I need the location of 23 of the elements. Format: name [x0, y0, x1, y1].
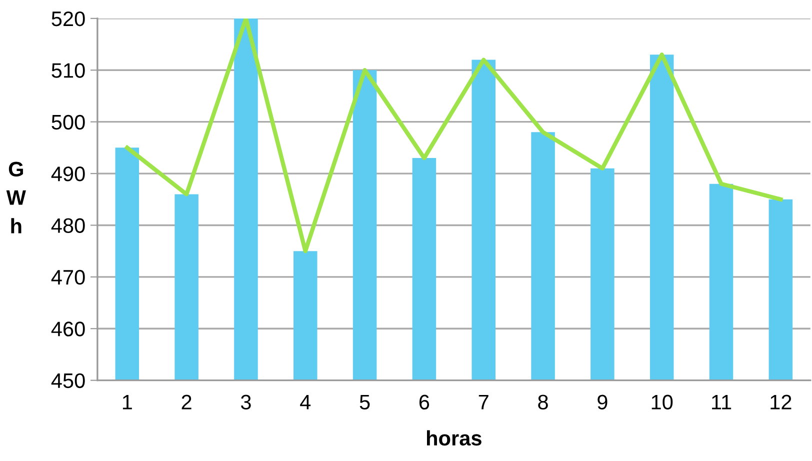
y-tick-label: 490 — [51, 166, 85, 182]
x-tick-label: 11 — [712, 394, 732, 410]
x-tick-label: 8 — [538, 394, 548, 410]
y-tick-label: 470 — [51, 270, 85, 285]
y-tick-label: 450 — [51, 373, 85, 388]
y-axis-title: GWh — [6, 162, 26, 234]
line-series — [125, 18, 783, 254]
x-tick-label: 10 — [652, 394, 673, 410]
x-tick-label: 9 — [598, 394, 608, 410]
y-tick-label: 520 — [52, 11, 85, 26]
x-tick-label: 12 — [770, 394, 792, 410]
x-axis-title: horas — [427, 430, 482, 446]
y-tick-label: 480 — [51, 218, 85, 233]
y-tick-label: 460 — [51, 322, 85, 336]
y-tick-label: 510 — [52, 63, 85, 78]
x-tick-label: 5 — [360, 394, 370, 410]
y-tick-label: 500 — [52, 114, 85, 130]
x-tick-label: 3 — [240, 394, 251, 410]
x-tick-label: 2 — [182, 394, 192, 410]
x-tick-label: 4 — [300, 394, 311, 410]
x-tick-label: 1 — [122, 394, 132, 410]
x-tick-label: 6 — [419, 394, 430, 410]
x-tick-label: 7 — [478, 394, 488, 410]
